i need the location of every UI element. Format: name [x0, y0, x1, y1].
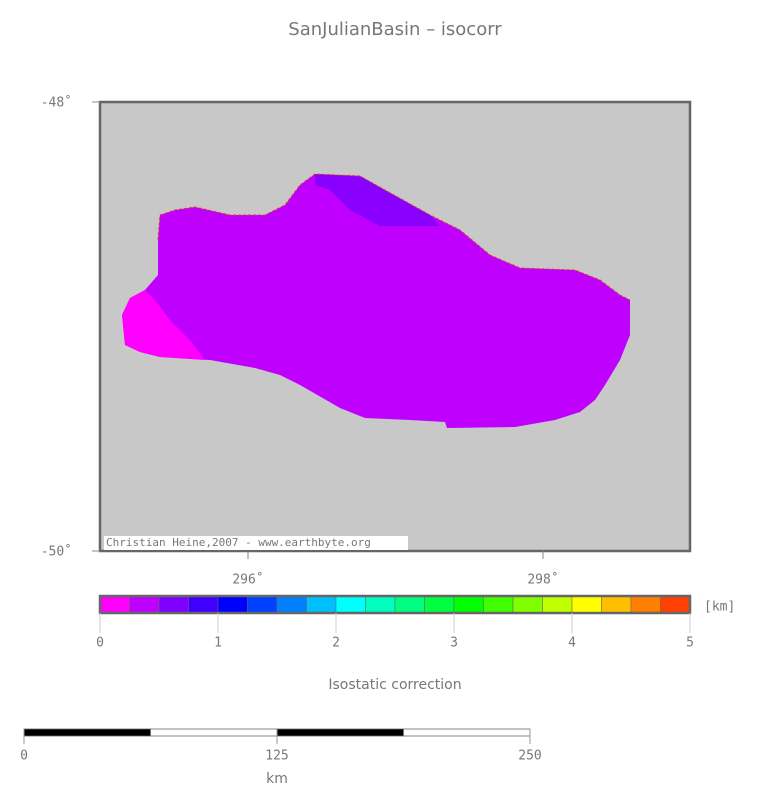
credit: Christian Heine,2007 - www.earthbyte.org: [106, 536, 371, 549]
scalebar-tick-label: 0: [20, 749, 28, 764]
color-swatch: [365, 595, 396, 614]
color-swatch: [571, 595, 602, 614]
color-swatch: [129, 595, 160, 614]
colorbar-tick-label: 3: [450, 636, 458, 651]
basin-outline: [157, 173, 631, 301]
color-swatch: [483, 595, 514, 614]
scalebar-segment: [403, 728, 531, 737]
scalebar-tick-label: 250: [518, 749, 541, 764]
basin-low: [122, 290, 205, 360]
colorbar-tick-label: 4: [568, 636, 576, 651]
basin: [122, 173, 631, 428]
color-swatch: [276, 595, 307, 614]
colorbar: 0 1 2 3 4 5: [96, 594, 694, 651]
colorbar-frame: [98, 594, 692, 615]
colorbar-unit: [km]: [704, 600, 735, 615]
color-swatch: [158, 595, 189, 614]
color-swatch: [188, 595, 219, 614]
colorbar-label: Isostatic correction: [328, 677, 461, 693]
color-swatch: [99, 595, 130, 614]
color-swatch: [394, 595, 425, 614]
color-swatch: [247, 595, 278, 614]
color-swatch: [630, 595, 661, 614]
scalebar-tick-label: 125: [265, 749, 288, 764]
colorbar-tick-label: 5: [686, 636, 694, 651]
color-swatch: [217, 595, 248, 614]
basin-area: [122, 174, 630, 428]
lon-label: 296˚: [232, 572, 263, 588]
color-swatch: [512, 595, 543, 614]
scalebar-segment: [23, 728, 151, 737]
color-swatch: [306, 595, 337, 614]
credit-box: [104, 536, 408, 550]
colorbar-tick-label: 1: [214, 636, 222, 651]
basin-high: [315, 174, 440, 226]
color-swatch: [453, 595, 484, 614]
frame-ticks: [92, 101, 544, 559]
color-swatch: [335, 595, 366, 614]
scalebar-unit: km: [266, 771, 288, 787]
color-swatch: [542, 595, 573, 614]
scalebar: 0 125 250: [20, 728, 542, 764]
colorbar-tick-label: 0: [96, 636, 104, 651]
title: SanJulianBasin – isocorr: [288, 19, 502, 40]
lat-label: -50˚: [41, 544, 72, 560]
colorbar-tick-label: 2: [332, 636, 340, 651]
scalebar-segment: [276, 728, 404, 737]
scalebar-segment: [150, 728, 278, 737]
color-swatch: [660, 595, 691, 614]
color-swatch: [424, 595, 455, 614]
lat-label: -48˚: [41, 95, 72, 111]
color-swatch: [601, 595, 632, 614]
lon-label: 298˚: [527, 572, 558, 588]
